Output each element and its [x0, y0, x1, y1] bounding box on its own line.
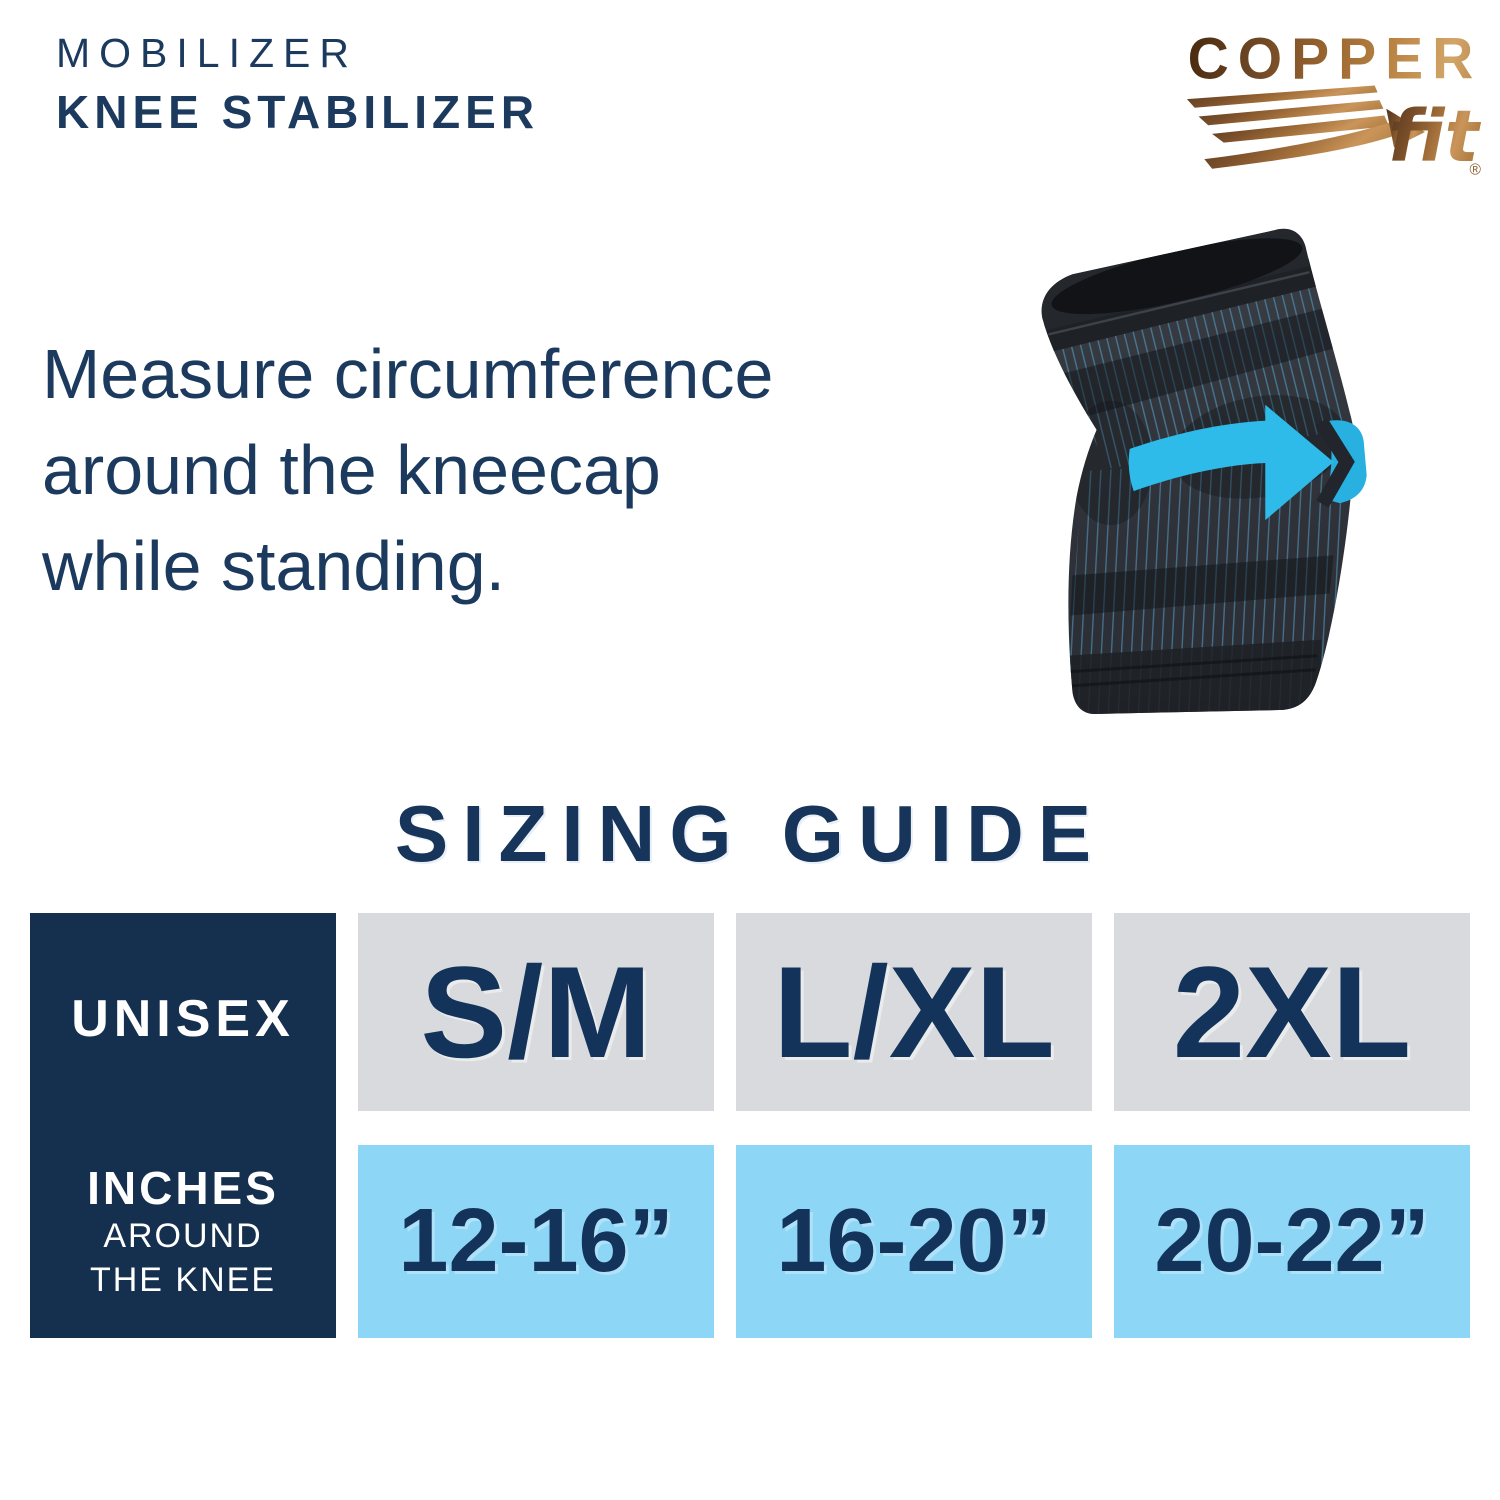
measurement-cell-lxl: 16-20”: [736, 1145, 1092, 1338]
product-name-label: KNEE STABILIZER: [56, 86, 540, 138]
knee-sleeve-illustration: [1041, 228, 1367, 714]
measurement-cell-2xl: 20-22”: [1114, 1145, 1470, 1338]
measure-arrow-icon: [1128, 404, 1367, 521]
sizing-guide-title: SIZING GUIDE: [394, 789, 1106, 878]
size-cell-sm: S/M: [358, 913, 714, 1111]
inches-label: INCHES: [87, 1161, 279, 1214]
instruction-line-2: around the kneecap: [42, 431, 661, 509]
inches-header: INCHES AROUND THE KNEE: [30, 1125, 336, 1338]
row-header-cell: UNISEX INCHES AROUND THE KNEE: [30, 913, 336, 1338]
instruction-line-3: while standing.: [42, 527, 506, 605]
sizing-table: UNISEX INCHES AROUND THE KNEE S/M L/XL 2…: [30, 913, 1470, 1338]
size-cell-2xl: 2XL: [1114, 913, 1470, 1111]
fit-script: fit: [1388, 95, 1481, 178]
sleeve-texture: [1041, 228, 1356, 714]
unisex-header: UNISEX: [30, 913, 336, 1125]
brand-header: MOBILIZER KNEE STABILIZER: [56, 30, 539, 139]
measurement-cell-sm: 12-16”: [358, 1145, 714, 1338]
copper-wordmark: COPPER: [1187, 26, 1483, 92]
instruction-text: Measure circumference around the kneecap…: [42, 326, 773, 614]
around-label: AROUND: [103, 1216, 263, 1255]
size-cell-lxl: L/XL: [736, 913, 1092, 1111]
registered-mark: ®: [1470, 162, 1482, 179]
swoosh-lines: [1186, 85, 1425, 169]
product-line-label: MOBILIZER: [56, 30, 358, 76]
copperfit-swoosh-icon: fit ®: [1186, 85, 1482, 179]
copperfit-logo: COPPER fit ®: [1185, 26, 1485, 182]
the-knee-label: THE KNEE: [89, 1260, 277, 1299]
unisex-label: UNISEX: [71, 990, 295, 1048]
instruction-line-1: Measure circumference: [42, 335, 774, 413]
